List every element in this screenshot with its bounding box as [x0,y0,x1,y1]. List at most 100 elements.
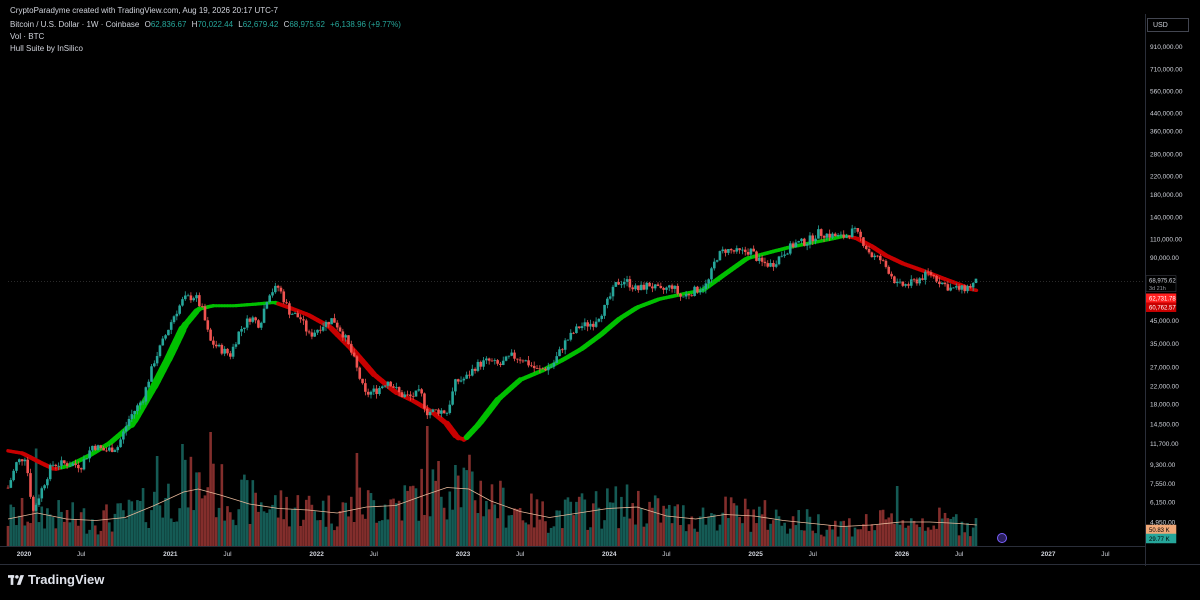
volume-bar [164,497,167,546]
volume-bar [454,465,457,546]
candle-body [817,229,820,239]
symbol-title[interactable]: Bitcoin / U.S. Dollar · 1W · Coinbase [10,20,140,29]
volume-bar [566,497,570,546]
volume-bar [380,520,384,546]
volume-bar [330,523,333,546]
volume-bar [670,523,674,546]
volume-bar [271,504,274,546]
volume-bar [504,527,508,546]
volume-bar [929,529,933,546]
candle-body [417,389,421,391]
price-tick-label: 180,000.00 [1150,192,1183,199]
volume-bar [29,523,32,546]
candle-body [496,360,499,364]
candle-body [732,250,736,252]
volume-bar [926,527,930,546]
volume-bar [653,495,657,546]
volume-bar [414,488,418,546]
candle-body [662,288,665,290]
volume-bar [411,485,415,546]
candle-body [276,285,280,288]
candle-body [181,299,184,306]
volume-bar [825,529,829,546]
candle-body [603,304,606,316]
candle-body [62,460,66,464]
candle-body [800,238,803,242]
volume-bar [319,520,322,546]
candle-body [608,296,612,299]
candle-body [586,322,589,327]
volume-bar [26,521,29,546]
volume-bar [82,508,86,546]
volume-bar [324,526,328,546]
volume-bar [79,512,83,546]
candle-body [248,318,252,322]
volume-bar [563,499,567,546]
volume-bar [459,507,463,546]
volume-bar [274,495,277,546]
candle-body [617,282,620,285]
candle-body [299,317,302,320]
time-axis: 2020 Jul 2021 Jul 2022 Jul 2023 Jul 2024 Jul 2025 J… [17,551,1110,558]
candle-body [707,279,710,284]
price-tick-label: 27,000.00 [1150,365,1179,372]
candle-body [262,308,266,323]
candle-body [420,389,423,394]
volume-bar [482,516,485,546]
candle-body [532,365,536,369]
candle-body [71,463,75,466]
candle-body [963,285,967,292]
candle-body [330,318,333,325]
candle-body [645,282,649,290]
candle-body [952,287,955,289]
volume-bar [667,504,671,546]
volume-bar [34,448,38,546]
candle-body [552,362,556,367]
footer-border [0,564,1200,565]
candle-body [358,367,362,379]
candle-body [147,381,150,388]
price-label-box [1145,275,1177,292]
price-label-text: 29.77 K [1149,537,1170,543]
volume-bar [136,500,139,546]
candle-body [546,366,550,371]
volume-bar [867,530,871,546]
open-value: 62,836.67 [150,20,187,29]
candle-body [425,408,429,416]
volume-bar [943,512,947,546]
volume-bar [290,509,294,546]
candle-body [411,396,415,398]
volume-bar [558,510,561,546]
volume-bar [510,515,513,546]
volume-bar [710,513,713,546]
volume-bar [572,515,575,546]
volume-bar [240,479,243,546]
volume-bar [400,520,404,546]
candle-body [102,447,105,451]
indicator-hull[interactable]: Hull Suite by InSilico [10,44,86,53]
volume-bar [853,527,857,546]
candle-body [808,235,812,245]
volume-bar [43,528,46,546]
candle-body [74,463,77,465]
volume-bar [611,502,615,546]
candle-body [580,326,584,329]
candle-body [971,283,975,288]
volume-bar [766,529,770,546]
published-text: CryptoParadyme created with TradingView.… [10,6,278,15]
candle-body [93,445,97,450]
price-label-countdown: 3d 21h [1149,286,1166,292]
tradingview-logo-icon [8,574,24,585]
indicator-vol[interactable]: Vol · BTC [10,32,47,41]
currency-button[interactable]: USD [1147,18,1189,32]
volume-bar [265,512,269,546]
candle-body [178,305,181,314]
volume-bar [344,502,347,546]
candle-body [769,263,772,267]
volume-bar [423,514,426,546]
candle-body [468,374,471,376]
volume-bar [456,475,460,546]
candle-body [583,322,587,327]
